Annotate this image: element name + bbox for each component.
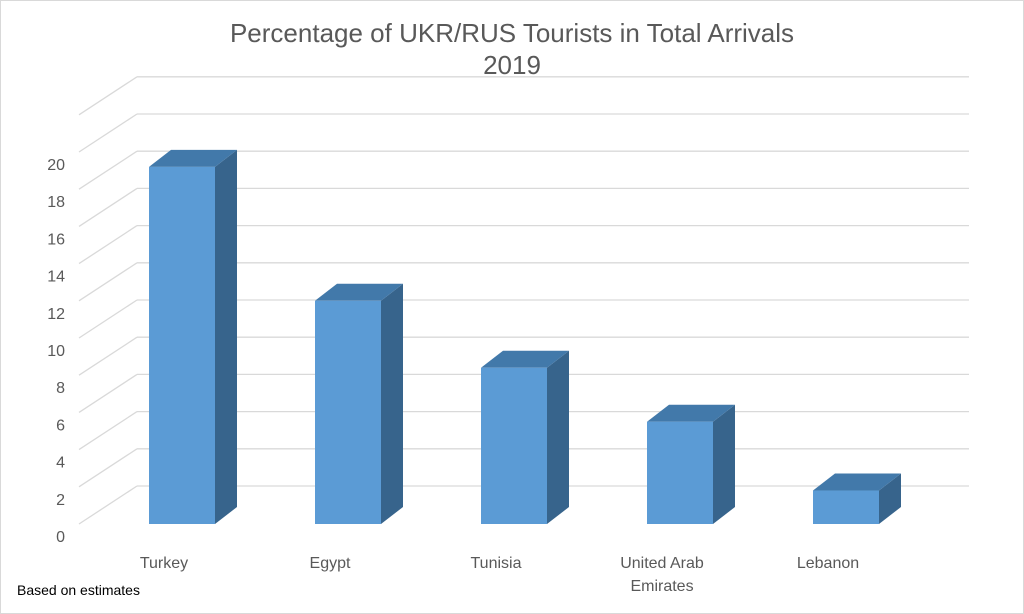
bar-side: [547, 350, 569, 524]
gridline-diagonal: [78, 187, 138, 227]
bar-side: [381, 283, 403, 524]
gridline-diagonal: [78, 76, 138, 116]
y-tick-label: 16: [47, 231, 65, 248]
gridline-diagonal: [78, 336, 138, 376]
y-tick-label: 18: [47, 194, 65, 211]
gridline-diagonal: [78, 225, 138, 265]
bar-top: [315, 283, 403, 301]
y-tick-label: 4: [56, 455, 65, 472]
bar-tunisia: [481, 350, 569, 524]
gridline-diagonal: [78, 299, 138, 339]
gridline-diagonal: [78, 485, 138, 525]
x-axis-labels: Turkey Egypt Tunisia United Arab Emirates Leb…: [140, 555, 859, 595]
x-tick-label: Turkey: [140, 555, 188, 572]
bar-top: [149, 149, 237, 167]
bar-united-arab-emirates: [647, 404, 735, 524]
bar-front: [481, 367, 547, 524]
bar-egypt: [315, 283, 403, 524]
bar-front: [315, 300, 381, 524]
y-tick-label: 2: [56, 492, 65, 509]
chart-title: Percentage of UKR/RUS Tourists in Total …: [229, 18, 795, 48]
y-tick-label: 20: [47, 157, 65, 174]
bar-front: [149, 166, 215, 524]
bar-top: [481, 350, 569, 368]
y-tick-label: 12: [47, 306, 65, 323]
x-tick-label: Tunisia: [471, 555, 522, 572]
footnote: Based on estimates: [17, 582, 140, 598]
gridline-diagonal: [78, 373, 138, 413]
bar-side: [215, 149, 237, 524]
bar-turkey: [149, 149, 237, 524]
y-tick-label: 10: [47, 343, 65, 360]
bar-top: [813, 473, 901, 491]
y-tick-label: 6: [56, 417, 65, 434]
bar-side: [879, 473, 901, 524]
chart-title-block: Percentage of UKR/RUS Tourists in Total …: [1, 17, 1023, 81]
x-tick-label: Egypt: [310, 555, 351, 572]
bar-lebanon: [813, 473, 901, 524]
gridline-diagonal: [78, 448, 138, 488]
gridline-diagonal: [78, 262, 138, 302]
gridline-diagonal: [78, 113, 138, 153]
gridline-diagonal: [78, 411, 138, 451]
x-tick-label: Lebanon: [797, 555, 859, 572]
chart-subtitle: 2019: [483, 50, 541, 80]
bar-front: [647, 421, 713, 524]
y-tick-label: 8: [56, 380, 65, 397]
y-tick-label: 14: [47, 269, 65, 286]
y-tick-label: 0: [56, 529, 65, 546]
y-axis-ticks: 0 2 4 6 8 10 12 14 16 18 20: [47, 157, 65, 546]
x-tick-label: United Arab Emirates: [620, 555, 704, 595]
bars: [149, 149, 901, 524]
gridline-diagonal: [78, 150, 138, 190]
bar-top: [647, 404, 735, 422]
bar-front: [813, 490, 879, 524]
bar-side: [713, 404, 735, 524]
